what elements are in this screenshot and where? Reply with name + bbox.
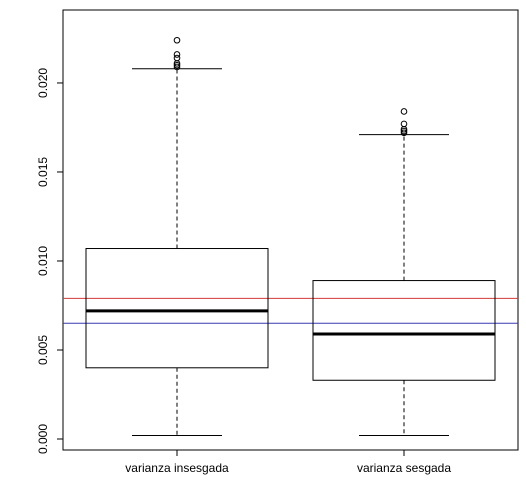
outlier-point bbox=[173, 61, 181, 69]
x-tick-label: varianza sesgada bbox=[357, 461, 451, 475]
outlier-point bbox=[400, 129, 408, 137]
box-group bbox=[312, 108, 496, 436]
box-group bbox=[85, 36, 269, 436]
iqr-box bbox=[312, 280, 496, 381]
outlier-point bbox=[400, 120, 408, 128]
outlier-point bbox=[400, 108, 408, 115]
y-tick-label: 0.015 bbox=[36, 157, 50, 187]
y-tick-label: 0.005 bbox=[36, 335, 50, 365]
boxes bbox=[85, 36, 496, 436]
outlier-point bbox=[173, 36, 181, 44]
y-tick-label: 0.000 bbox=[36, 424, 50, 454]
outlier-point bbox=[400, 127, 408, 135]
outlier-point bbox=[173, 63, 181, 71]
y-tick-label: 0.020 bbox=[36, 68, 50, 98]
reference-lines bbox=[63, 297, 518, 324]
x-tick-label: varianza insesgada bbox=[125, 461, 229, 475]
iqr-box bbox=[85, 248, 269, 369]
y-tick-label: 0.010 bbox=[36, 246, 50, 276]
plot-frame bbox=[62, 9, 519, 451]
x-axis-labels: varianza insesgada varianza sesgada bbox=[125, 450, 451, 475]
y-axis-ticks: 0.000 0.005 0.010 0.015 0.020 bbox=[36, 68, 63, 454]
outlier-point bbox=[173, 54, 181, 62]
outlier-point bbox=[173, 51, 181, 58]
